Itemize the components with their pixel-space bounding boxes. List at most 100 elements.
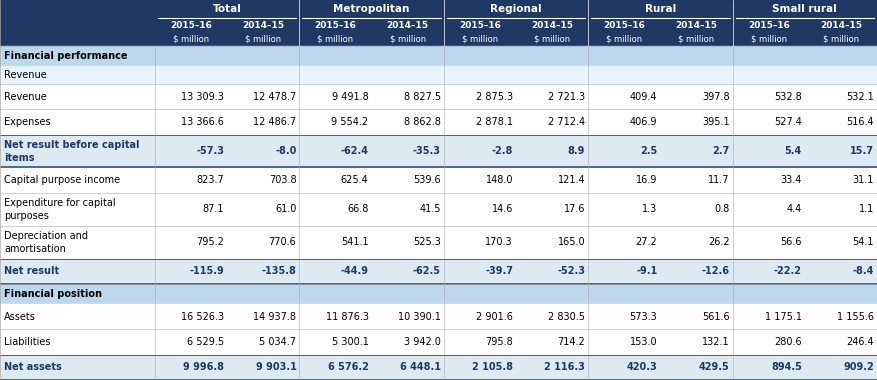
Text: 1.1: 1.1 — [859, 204, 874, 214]
Bar — [0, 84, 877, 109]
Text: 909.2: 909.2 — [844, 363, 874, 372]
Text: 165.0: 165.0 — [558, 237, 585, 247]
Text: 527.4: 527.4 — [774, 117, 802, 127]
Text: -2.8: -2.8 — [492, 146, 513, 156]
Text: 395.1: 395.1 — [702, 117, 730, 127]
Text: 409.4: 409.4 — [630, 92, 658, 101]
Text: Expenses: Expenses — [4, 117, 51, 127]
Text: 54.1: 54.1 — [852, 237, 874, 247]
Text: -52.3: -52.3 — [557, 266, 585, 276]
Bar — [0, 66, 877, 84]
Text: 16 526.3: 16 526.3 — [181, 312, 225, 322]
Text: Assets: Assets — [4, 312, 36, 322]
Text: 33.4: 33.4 — [781, 175, 802, 185]
Text: 516.4: 516.4 — [846, 117, 874, 127]
Text: 532.8: 532.8 — [774, 92, 802, 101]
Text: -57.3: -57.3 — [196, 146, 225, 156]
Text: 2014–15: 2014–15 — [387, 21, 429, 30]
Text: $ million: $ million — [246, 35, 282, 43]
Text: 148.0: 148.0 — [486, 175, 513, 185]
Text: 2 875.3: 2 875.3 — [476, 92, 513, 101]
Text: Financial performance: Financial performance — [4, 51, 127, 61]
Bar — [0, 109, 877, 135]
Text: 703.8: 703.8 — [268, 175, 296, 185]
Text: 56.6: 56.6 — [781, 237, 802, 247]
Text: 1 175.1: 1 175.1 — [765, 312, 802, 322]
Text: -135.8: -135.8 — [261, 266, 296, 276]
Text: Expenditure for capital: Expenditure for capital — [4, 198, 116, 208]
Text: -44.9: -44.9 — [340, 266, 368, 276]
Text: 13 366.6: 13 366.6 — [182, 117, 225, 127]
Text: $ million: $ million — [462, 35, 498, 43]
Bar — [0, 329, 877, 355]
Text: -9.1: -9.1 — [636, 266, 658, 276]
Text: 2 901.6: 2 901.6 — [476, 312, 513, 322]
Text: 11.7: 11.7 — [708, 175, 730, 185]
Text: 770.6: 770.6 — [268, 237, 296, 247]
Text: 27.2: 27.2 — [636, 237, 658, 247]
Text: -35.3: -35.3 — [413, 146, 441, 156]
Text: 539.6: 539.6 — [413, 175, 441, 185]
Bar — [0, 168, 877, 193]
Text: 2015–16: 2015–16 — [748, 21, 789, 30]
Text: -22.2: -22.2 — [774, 266, 802, 276]
Text: 12 478.7: 12 478.7 — [253, 92, 296, 101]
Text: 2015–16: 2015–16 — [459, 21, 501, 30]
Bar — [0, 304, 877, 329]
Text: -8.4: -8.4 — [852, 266, 874, 276]
Text: 541.1: 541.1 — [341, 237, 368, 247]
Text: items: items — [4, 153, 34, 163]
Text: 8 827.5: 8 827.5 — [403, 92, 441, 101]
Text: Capital purpose income: Capital purpose income — [4, 175, 120, 185]
Text: 2 878.1: 2 878.1 — [476, 117, 513, 127]
Text: $ million: $ million — [173, 35, 209, 43]
Text: -115.9: -115.9 — [189, 266, 225, 276]
Text: 2 116.3: 2 116.3 — [545, 363, 585, 372]
Text: 9 996.8: 9 996.8 — [183, 363, 225, 372]
Text: Rural: Rural — [645, 4, 676, 14]
Text: 2.7: 2.7 — [712, 146, 730, 156]
Text: 6 576.2: 6 576.2 — [328, 363, 368, 372]
Text: 41.5: 41.5 — [419, 204, 441, 214]
Text: 0.8: 0.8 — [715, 204, 730, 214]
Text: 525.3: 525.3 — [413, 237, 441, 247]
Text: 280.6: 280.6 — [774, 337, 802, 347]
Text: 420.3: 420.3 — [627, 363, 658, 372]
Text: 2015–16: 2015–16 — [315, 21, 356, 30]
Text: 121.4: 121.4 — [558, 175, 585, 185]
Text: 2.5: 2.5 — [640, 146, 658, 156]
Text: Net assets: Net assets — [4, 363, 61, 372]
Text: 561.6: 561.6 — [702, 312, 730, 322]
Text: 10 390.1: 10 390.1 — [398, 312, 441, 322]
Text: $ million: $ million — [317, 35, 353, 43]
Bar — [0, 46, 877, 66]
Bar — [0, 135, 877, 168]
Text: 2 105.8: 2 105.8 — [472, 363, 513, 372]
Text: Financial position: Financial position — [4, 289, 102, 299]
Text: 26.2: 26.2 — [708, 237, 730, 247]
Text: Net result before capital: Net result before capital — [4, 140, 139, 150]
Text: Revenue: Revenue — [4, 70, 46, 80]
Text: 12 486.7: 12 486.7 — [253, 117, 296, 127]
Text: -12.6: -12.6 — [702, 266, 730, 276]
Text: $ million: $ million — [679, 35, 715, 43]
Text: 14 937.8: 14 937.8 — [253, 312, 296, 322]
Text: purposes: purposes — [4, 211, 49, 222]
Text: 16.9: 16.9 — [636, 175, 658, 185]
Text: 31.1: 31.1 — [852, 175, 874, 185]
Text: 6 448.1: 6 448.1 — [400, 363, 441, 372]
Text: 87.1: 87.1 — [203, 204, 225, 214]
Text: $ million: $ million — [751, 35, 787, 43]
Text: 532.1: 532.1 — [846, 92, 874, 101]
Text: Small rural: Small rural — [773, 4, 838, 14]
Text: $ million: $ million — [606, 35, 642, 43]
Text: 714.2: 714.2 — [558, 337, 585, 347]
Text: 11 876.3: 11 876.3 — [325, 312, 368, 322]
Text: 2014–15: 2014–15 — [820, 21, 862, 30]
Bar — [0, 0, 877, 46]
Text: 17.6: 17.6 — [564, 204, 585, 214]
Text: 66.8: 66.8 — [347, 204, 368, 214]
Bar — [0, 284, 877, 304]
Text: 6 529.5: 6 529.5 — [187, 337, 225, 347]
Bar — [0, 355, 877, 380]
